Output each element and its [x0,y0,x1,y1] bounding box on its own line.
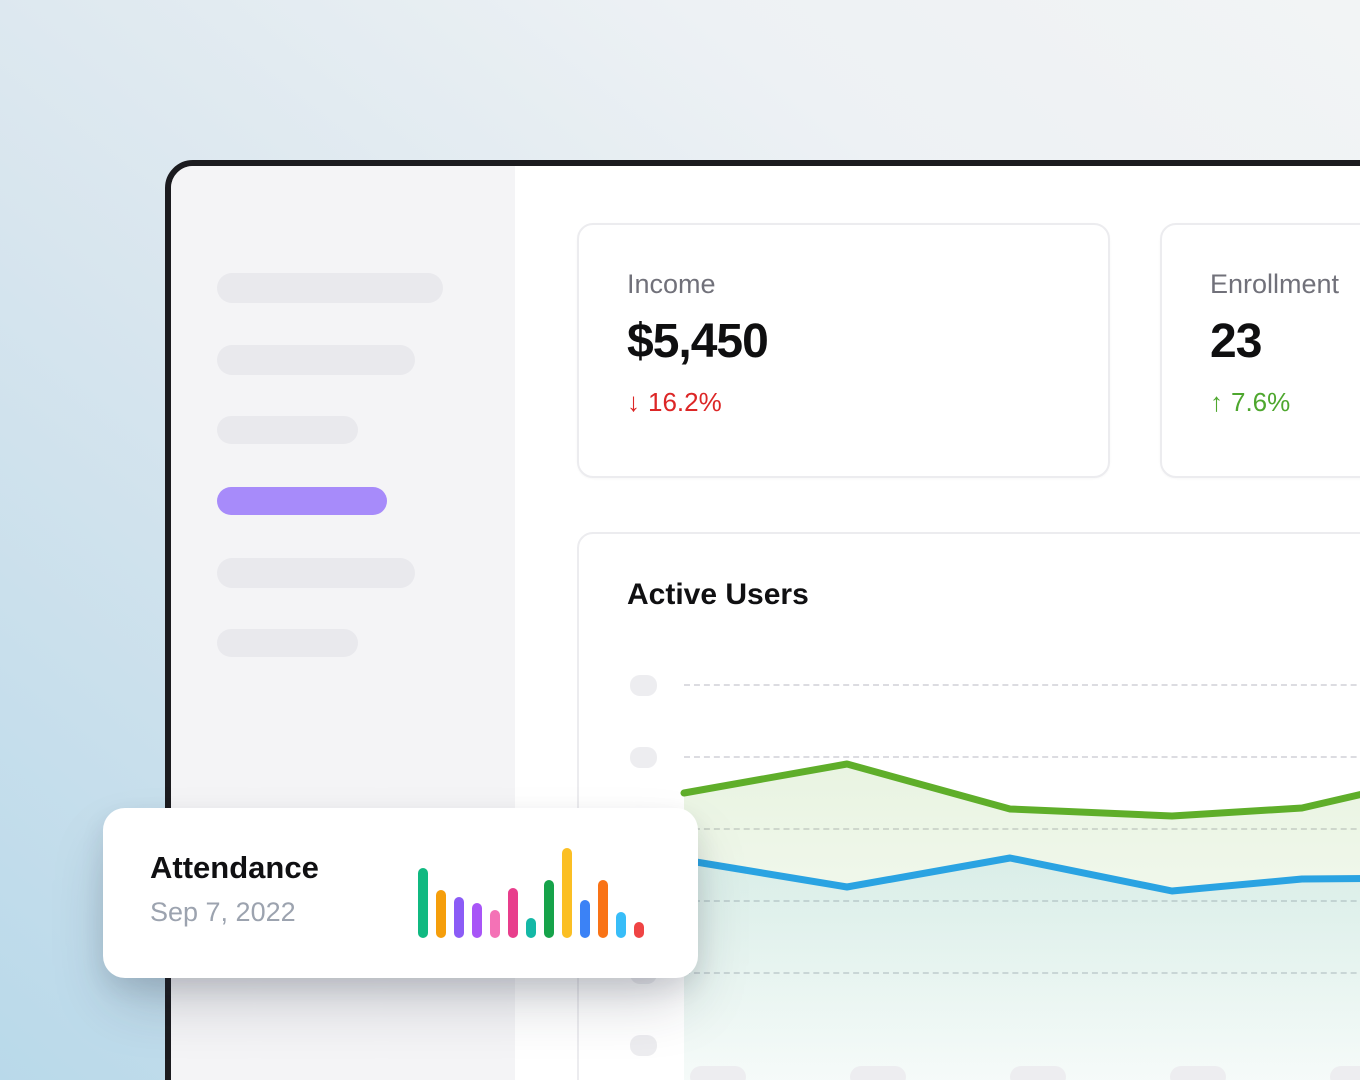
enrollment-label: Enrollment [1210,269,1340,299]
attendance-card: Attendance Sep 7, 2022 [103,808,698,978]
mini-bar [472,903,482,938]
mini-bar [454,897,464,938]
income-card: Income $5,450 ↓ 16.2% [577,223,1110,478]
sidebar-item-skeleton-6[interactable] [217,629,358,657]
income-value: $5,450 [627,315,769,368]
mini-bar [616,912,626,938]
x-axis-label-skeleton [1170,1066,1226,1080]
active-users-card: Active Users [577,532,1360,1080]
x-axis-label-skeleton [1330,1066,1360,1080]
active-users-title: Active Users [627,578,809,611]
income-delta-value: 16.2% [648,387,722,417]
mini-bar [418,868,428,938]
sidebar-item-active[interactable] [217,487,387,515]
chart-line-blue [680,854,1360,895]
up-arrow-icon: ↑ [1210,387,1223,417]
income-delta: ↓ 16.2% [627,387,1060,418]
mini-bar [508,888,518,938]
enrollment-card: Enrollment 23 ↑ 7.6% [1160,223,1360,478]
mini-bar [490,910,500,938]
down-arrow-icon: ↓ [627,387,640,417]
mini-bar [526,918,536,938]
enrollment-delta: ↑ 7.6% [1210,387,1360,418]
chart-area-blue [684,858,1360,1080]
x-axis-label-skeleton [690,1066,746,1080]
income-label: Income [627,269,716,299]
mini-bar [544,880,554,938]
active-users-chart [680,760,1360,1080]
y-axis-label-skeleton [630,747,657,768]
mini-bar [562,848,572,938]
mini-bar [436,890,446,938]
attendance-title: Attendance [150,850,319,885]
gridline [684,756,1360,758]
mini-bar [580,900,590,938]
enrollment-delta-value: 7.6% [1231,387,1291,417]
sidebar-item-skeleton-2[interactable] [217,345,415,375]
enrollment-value: 23 [1210,315,1262,368]
x-axis-label-skeleton [850,1066,906,1080]
gridline [684,684,1360,686]
sidebar-item-skeleton-1[interactable] [217,273,443,303]
mini-bar [634,922,644,938]
mini-bar [598,880,608,938]
x-axis-label-skeleton [1010,1066,1066,1080]
attendance-date: Sep 7, 2022 [150,897,296,927]
sidebar-item-skeleton-3[interactable] [217,416,358,444]
sidebar-item-skeleton-5[interactable] [217,558,415,588]
attendance-bars [418,846,668,938]
y-axis-label-skeleton [630,1035,657,1056]
chart-line-green [680,760,1360,820]
y-axis-label-skeleton [630,675,657,696]
